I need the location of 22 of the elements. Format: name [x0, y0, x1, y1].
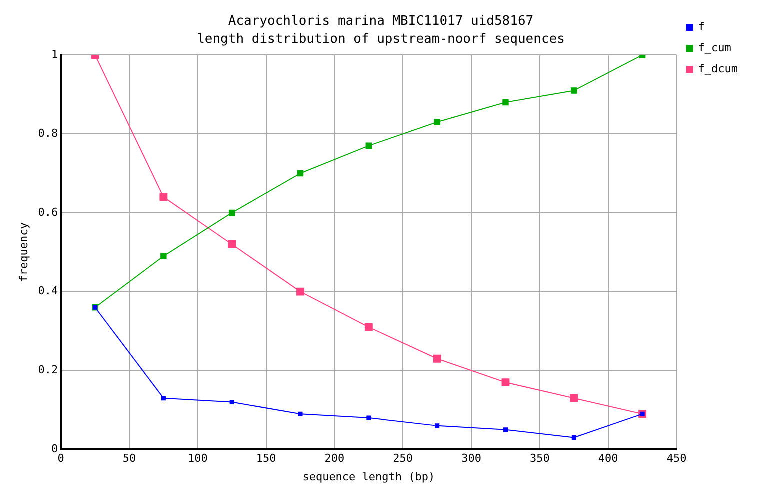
y-tick-label: 0.4 [38, 284, 58, 298]
y-tick-label: 0.6 [38, 206, 58, 219]
y-tick-label: 0 [51, 442, 58, 456]
y-tick-label: 1 [51, 48, 58, 62]
chart-subtitle: length distribution of upstream-noorf sequences [197, 32, 565, 47]
y-tick-label: 0.8 [38, 126, 58, 140]
legend-label: f_cum [698, 41, 732, 54]
x-tick-label: 400 [598, 452, 618, 466]
y-tick-label: 0.2 [38, 364, 58, 377]
x-tick-label: 200 [324, 452, 345, 466]
x-tick-label: 100 [188, 452, 208, 466]
x-tick-label: 450 [666, 452, 687, 466]
x-tick-label: 250 [393, 452, 414, 466]
legend-label: f [698, 20, 705, 34]
x-axis-title: sequence length (bp) [302, 470, 436, 484]
x-tick-label: 50 [122, 452, 136, 466]
x-tick-label: 350 [530, 452, 550, 466]
chart-title: Acaryochloris marina MBIC11017 uid58167 [228, 14, 534, 30]
x-tick-label: 150 [256, 452, 276, 466]
legend-label: f_dcum [698, 62, 738, 76]
x-tick-label: 300 [462, 452, 482, 466]
y-axis-title: frequency [17, 222, 30, 282]
